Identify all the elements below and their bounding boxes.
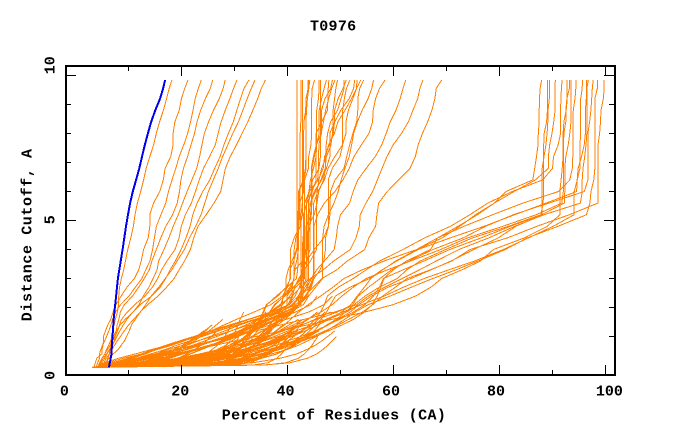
svg-text:100: 100 — [596, 383, 623, 400]
svg-text:5: 5 — [43, 215, 60, 224]
svg-text:10: 10 — [43, 56, 60, 74]
svg-text:T0976: T0976 — [310, 19, 357, 36]
svg-text:80: 80 — [487, 383, 505, 400]
svg-text:0: 0 — [60, 383, 69, 400]
svg-text:0: 0 — [43, 371, 60, 380]
svg-text:40: 40 — [276, 383, 294, 400]
svg-text:60: 60 — [382, 383, 400, 400]
svg-text:Percent of Residues (CA): Percent of Residues (CA) — [222, 408, 446, 425]
svg-text:Distance Cutoff, A: Distance Cutoff, A — [19, 148, 36, 321]
svg-text:20: 20 — [171, 383, 189, 400]
